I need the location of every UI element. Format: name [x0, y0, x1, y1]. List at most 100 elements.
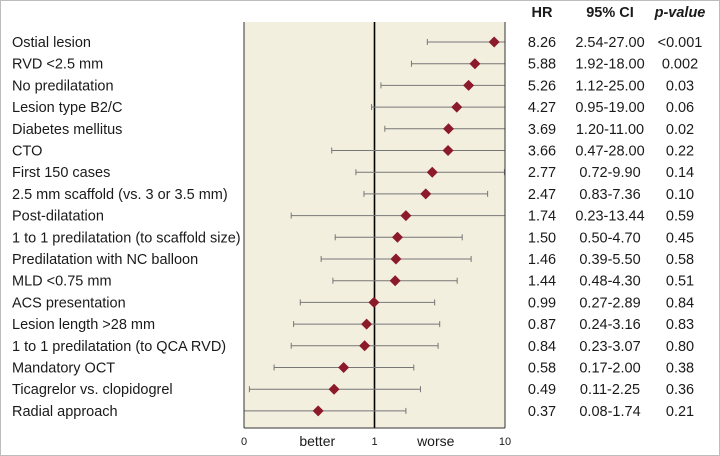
hr-marker — [469, 58, 481, 70]
ci-value: 0.27-2.89 — [579, 295, 640, 311]
p-value: 0.59 — [666, 209, 694, 225]
ci-value: 0.23-3.07 — [579, 339, 640, 355]
ci-value: 0.24-3.16 — [579, 317, 640, 333]
hr-value: 1.50 — [528, 230, 556, 246]
hr-value: 0.99 — [528, 295, 556, 311]
row-label: RVD <2.5 mm — [12, 57, 103, 73]
p-value: 0.38 — [666, 361, 694, 377]
hr-value: 1.46 — [528, 252, 556, 268]
row-label: Post-dilatation — [12, 209, 104, 225]
hr-marker — [390, 253, 402, 265]
hr-value: 5.26 — [528, 78, 556, 94]
p-value: 0.002 — [662, 57, 698, 73]
row-label: 1 to 1 predilatation (to scaffold size) — [12, 230, 241, 246]
row-label: Ticagrelor vs. clopidogrel — [12, 382, 173, 398]
ci-value: 0.48-4.30 — [579, 274, 640, 290]
ci-value: 0.08-1.74 — [579, 404, 640, 420]
hr-marker — [420, 188, 432, 200]
p-value: 0.36 — [666, 382, 694, 398]
row-label: Ostial lesion — [12, 35, 91, 51]
row-label: Mandatory OCT — [12, 361, 115, 377]
hr-marker — [361, 318, 373, 330]
ci-value: 0.72-9.90 — [579, 165, 640, 181]
hr-value: 8.26 — [528, 35, 556, 51]
hr-marker — [338, 362, 350, 373]
hr-marker — [368, 296, 380, 308]
p-value: 0.02 — [666, 122, 694, 138]
row-label: First 150 cases — [12, 165, 110, 181]
ci-value: 1.20-11.00 — [576, 122, 644, 138]
row-label: No predilatation — [12, 78, 114, 94]
axis-label-worse: worse — [416, 433, 455, 449]
row-label: Diabetes mellitus — [12, 122, 122, 138]
row-label: CTO — [12, 144, 42, 160]
ci-value: 0.11-2.25 — [580, 382, 640, 398]
ci-value: 0.83-7.36 — [579, 187, 640, 203]
x-axis: better worse 0 1 10 — [241, 433, 511, 449]
column-header-p: p-value — [654, 5, 706, 21]
p-value: 0.21 — [666, 404, 694, 420]
x-tick-label: 10 — [499, 436, 511, 448]
row-label: Predilatation with NC balloon — [12, 252, 198, 268]
ci-value: 0.39-5.50 — [579, 252, 640, 268]
ci-value: 0.95-19.00 — [575, 100, 644, 116]
row-label: Lesion length >28 mm — [12, 317, 155, 333]
p-value: 0.14 — [666, 165, 694, 181]
hr-value: 2.47 — [528, 187, 556, 203]
hr-value: 0.49 — [528, 382, 556, 398]
row-label: MLD <0.75 mm — [12, 274, 112, 290]
ci-value: 0.23-13.44 — [575, 209, 644, 225]
hr-value: 0.58 — [528, 361, 556, 377]
hr-value: 2.77 — [528, 165, 556, 181]
hr-value: 3.69 — [528, 122, 556, 138]
p-value: 0.83 — [666, 317, 694, 333]
stats-table: HR 95% CI p-value 8.26 2.54-27.00 <0.001 5.… — [528, 5, 706, 420]
p-value: 0.58 — [666, 252, 694, 268]
hr-marker — [359, 340, 371, 352]
hr-value: 4.27 — [528, 100, 556, 116]
hr-value: 0.37 — [528, 404, 556, 420]
hr-marker — [312, 405, 324, 417]
x-tick-label: 0 — [241, 436, 247, 448]
hr-marker — [463, 79, 475, 91]
p-value: 0.51 — [666, 274, 694, 290]
ci-value: 2.54-27.00 — [575, 35, 644, 51]
row-labels: Ostial lesion RVD <2.5 mm No predilatation… — [12, 35, 241, 420]
ci-value: 1.12-25.00 — [575, 78, 644, 94]
hr-marker — [328, 383, 340, 395]
row-label: Radial approach — [12, 404, 118, 420]
column-header-ci: 95% CI — [586, 5, 634, 21]
p-value: 0.06 — [666, 100, 694, 116]
row-label: ACS presentation — [12, 295, 126, 311]
row-label: 2.5 mm scaffold (vs. 3 or 3.5 mm) — [12, 187, 228, 203]
row-label: Lesion type B2/C — [12, 100, 122, 116]
hr-marker — [400, 210, 412, 222]
hr-marker — [426, 166, 438, 178]
plot-marks — [244, 36, 505, 417]
hr-value: 1.44 — [528, 274, 556, 290]
ci-value: 1.92-18.00 — [575, 57, 644, 73]
hr-value: 5.88 — [528, 57, 556, 73]
ci-value: 0.50-4.70 — [579, 230, 640, 246]
row-label: 1 to 1 predilatation (to QCA RVD) — [12, 339, 226, 355]
p-value: 0.03 — [666, 78, 694, 94]
p-value: 0.80 — [666, 339, 694, 355]
hr-value: 0.84 — [528, 339, 556, 355]
p-value: 0.45 — [666, 230, 694, 246]
ci-value: 0.47-28.00 — [575, 144, 644, 160]
column-header-hr: HR — [532, 5, 553, 21]
hr-marker — [442, 123, 454, 135]
p-value: 0.22 — [666, 144, 694, 160]
hr-value: 3.66 — [528, 144, 556, 160]
hr-marker — [442, 145, 454, 156]
p-value: 0.10 — [666, 187, 694, 203]
hr-marker — [488, 36, 500, 48]
ci-value: 0.17-2.00 — [579, 361, 640, 377]
p-value: <0.001 — [658, 35, 703, 51]
hr-marker — [389, 275, 401, 287]
p-value: 0.84 — [666, 295, 694, 311]
hr-marker — [451, 101, 463, 113]
x-tick-label: 1 — [371, 436, 377, 448]
hr-marker — [391, 231, 403, 243]
